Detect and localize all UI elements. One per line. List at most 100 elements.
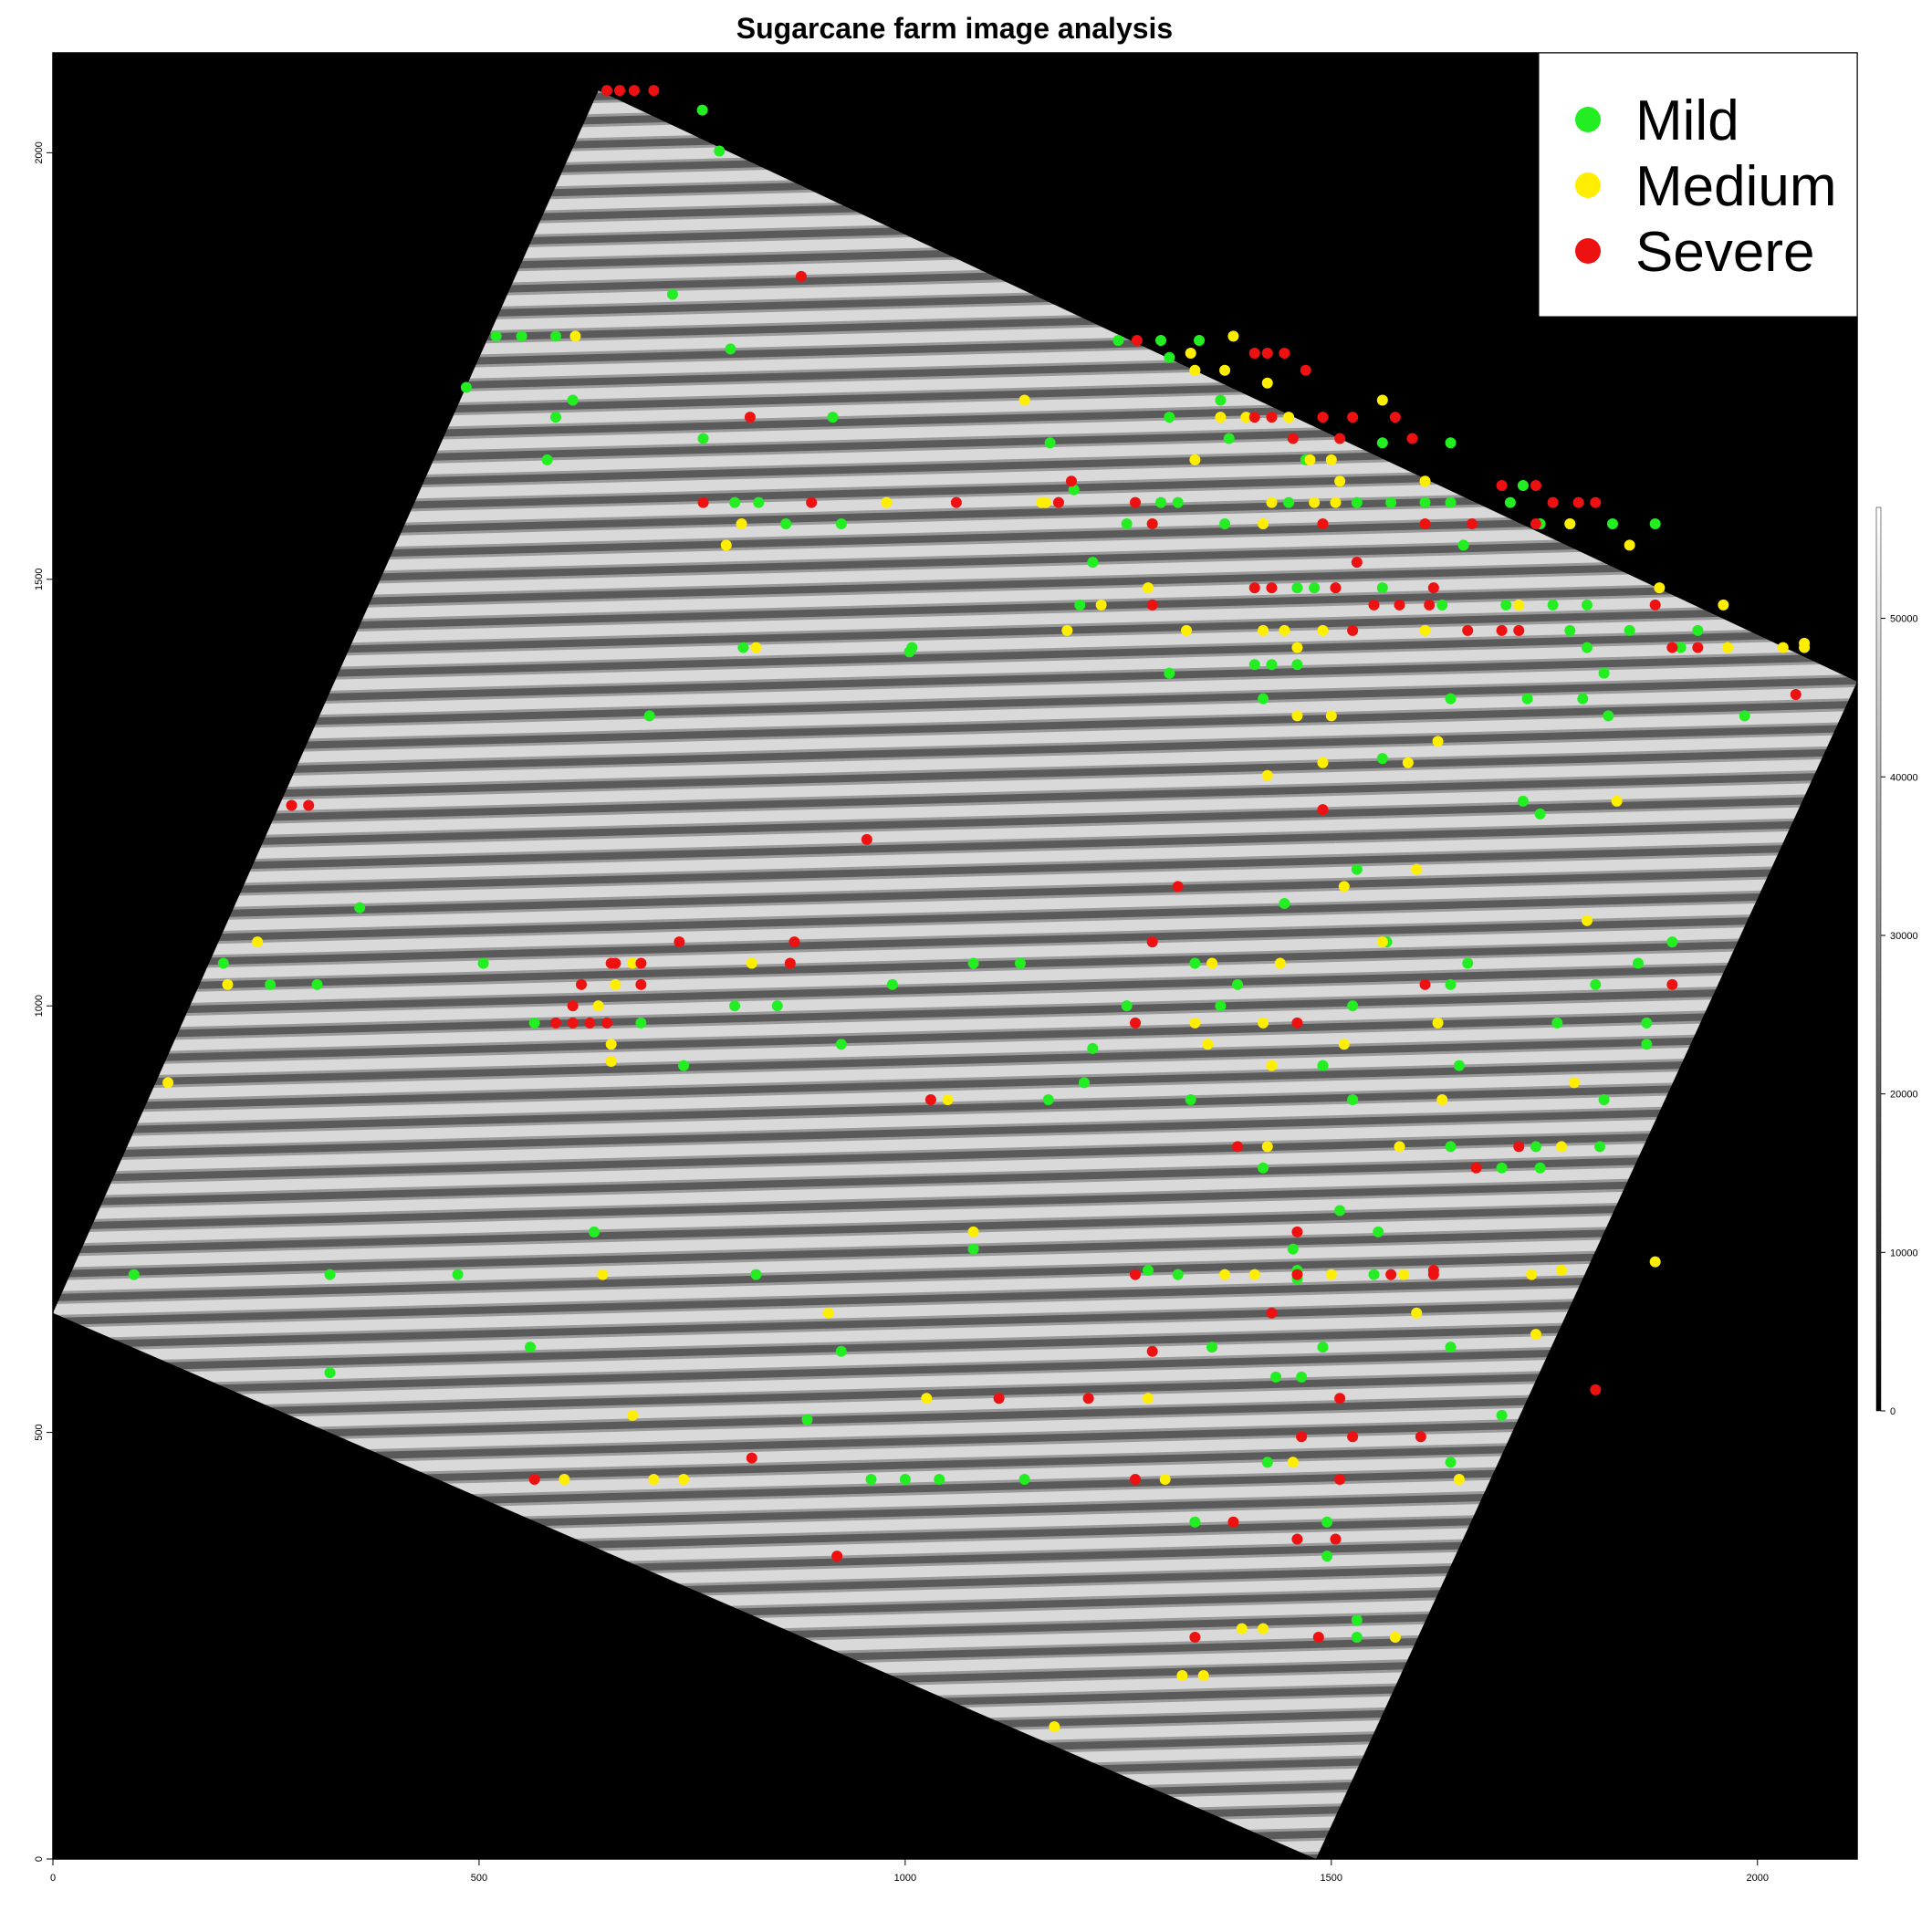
point-mild <box>899 1474 911 1486</box>
point-severe <box>1649 599 1661 611</box>
point-medium <box>559 1474 570 1486</box>
point-mild <box>1206 1342 1218 1353</box>
point-medium <box>1325 710 1337 722</box>
point-mild <box>696 104 708 116</box>
point-mild <box>1624 624 1635 636</box>
point-severe <box>1790 688 1801 700</box>
point-severe <box>1692 642 1704 653</box>
point-severe <box>1496 624 1508 636</box>
point-medium <box>1279 624 1290 636</box>
point-medium <box>1219 364 1231 376</box>
point-mild <box>1248 659 1260 671</box>
point-mild <box>311 978 323 990</box>
point-mild <box>1074 599 1086 611</box>
point-mild <box>1739 710 1750 722</box>
chart-title: Sugarcane farm image analysis <box>736 12 1173 45</box>
point-severe <box>1279 348 1290 360</box>
point-medium <box>1266 496 1278 508</box>
point-severe <box>1291 1533 1303 1545</box>
legend-marker-severe <box>1575 238 1601 264</box>
point-severe <box>1334 433 1346 444</box>
x-tick-label: 1500 <box>1321 1873 1342 1884</box>
point-severe <box>635 957 647 969</box>
point-mild <box>1087 557 1099 569</box>
point-mild <box>1215 394 1227 406</box>
legend-label-mild: Mild <box>1635 89 1739 152</box>
point-mild <box>903 646 915 658</box>
point-severe <box>1052 496 1064 508</box>
point-medium <box>1624 539 1635 551</box>
point-mild <box>835 1345 847 1357</box>
point-mild <box>1517 795 1529 807</box>
point-mild <box>1334 1205 1346 1217</box>
point-severe <box>1065 475 1077 487</box>
point-medium <box>1330 496 1342 508</box>
point-severe <box>1590 496 1602 508</box>
point-medium <box>1240 412 1252 423</box>
point-medium <box>1389 1631 1401 1643</box>
point-severe <box>795 270 807 282</box>
colorbar: 0 10000 20000 30000 40000 50000 <box>1875 506 1918 1417</box>
point-severe <box>648 85 660 97</box>
point-medium <box>1564 518 1576 530</box>
point-severe <box>993 1393 1005 1405</box>
point-mild <box>1593 1141 1605 1153</box>
point-mild <box>217 957 229 969</box>
point-severe <box>1300 364 1311 376</box>
point-mild <box>1376 437 1388 449</box>
point-severe <box>1266 1307 1278 1319</box>
point-mild <box>1496 1162 1508 1174</box>
point-mild <box>1279 898 1290 910</box>
point-medium <box>1261 1141 1273 1153</box>
point-severe <box>1248 412 1260 423</box>
point-severe <box>614 85 626 97</box>
point-severe <box>1513 1141 1525 1153</box>
point-severe <box>1385 1269 1397 1280</box>
point-mild <box>1385 496 1397 508</box>
point-mild <box>265 978 277 990</box>
point-severe <box>1496 479 1508 491</box>
point-severe <box>1261 348 1273 360</box>
point-mild <box>549 412 561 423</box>
point-mild <box>1445 1141 1457 1153</box>
point-mild <box>1445 496 1457 508</box>
colorbar-tick-label: 20000 <box>1890 1090 1918 1101</box>
point-severe <box>549 1017 561 1029</box>
y-axis: 0 500 1000 1500 2000 <box>34 141 53 1862</box>
point-mild <box>1496 1409 1508 1421</box>
point-mild <box>1219 518 1231 530</box>
point-mild <box>1445 437 1457 449</box>
point-mild <box>1376 582 1388 594</box>
point-mild <box>1457 539 1469 551</box>
point-mild <box>697 433 709 444</box>
point-mild <box>1317 1060 1329 1071</box>
point-severe <box>1317 804 1329 816</box>
point-medium <box>1095 599 1107 611</box>
point-severe <box>1470 1162 1482 1174</box>
point-medium <box>1189 454 1201 465</box>
point-severe <box>567 1017 579 1029</box>
point-medium <box>1419 624 1431 636</box>
point-mild <box>549 330 561 342</box>
point-medium <box>1143 1393 1154 1405</box>
point-severe <box>1347 1431 1359 1443</box>
point-severe <box>628 85 640 97</box>
point-mild <box>678 1060 690 1071</box>
point-severe <box>746 1452 757 1464</box>
legend-marker-mild <box>1575 107 1601 132</box>
point-medium <box>569 330 581 342</box>
point-severe <box>784 957 796 969</box>
point-severe <box>1146 518 1158 530</box>
point-mild <box>725 343 736 355</box>
point-mild <box>1189 957 1201 969</box>
point-medium <box>1402 757 1414 768</box>
point-mild <box>780 518 792 530</box>
point-mild <box>750 1269 762 1280</box>
colorbar-tick-label: 50000 <box>1890 614 1918 625</box>
x-tick-label: 0 <box>50 1873 56 1884</box>
point-severe <box>950 496 962 508</box>
point-medium <box>1530 1329 1541 1341</box>
point-severe <box>610 957 621 969</box>
point-mild <box>324 1269 336 1280</box>
point-severe <box>1419 518 1431 530</box>
